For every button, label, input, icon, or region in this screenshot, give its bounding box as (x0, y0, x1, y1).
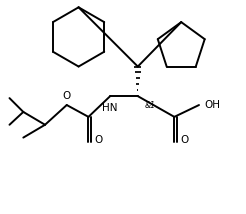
Text: O: O (63, 91, 71, 101)
Text: O: O (180, 135, 188, 145)
Text: O: O (94, 135, 102, 145)
Text: HN: HN (102, 103, 118, 113)
Text: OH: OH (205, 100, 221, 110)
Text: &1: &1 (145, 101, 155, 110)
